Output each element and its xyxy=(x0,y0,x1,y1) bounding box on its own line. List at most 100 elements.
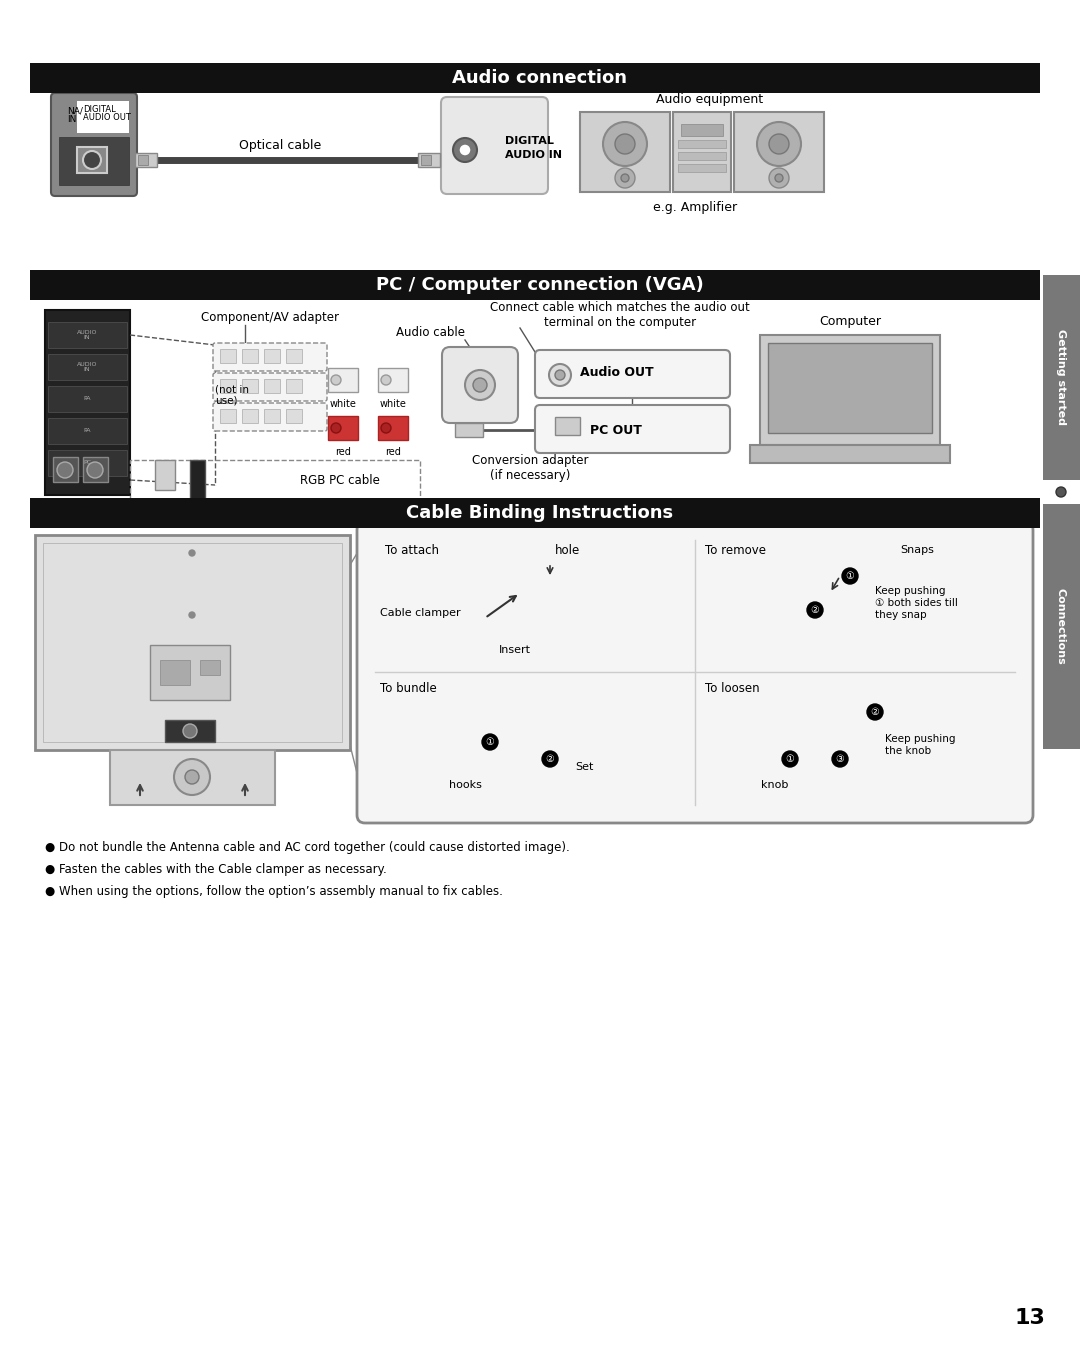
Circle shape xyxy=(83,151,102,170)
Text: Cable Binding Instructions: Cable Binding Instructions xyxy=(406,503,674,522)
FancyBboxPatch shape xyxy=(357,522,1032,822)
Circle shape xyxy=(842,569,858,584)
Circle shape xyxy=(189,550,195,556)
Bar xyxy=(30,498,1040,528)
Text: DIGITAL: DIGITAL xyxy=(83,104,116,114)
Bar xyxy=(378,417,408,440)
Text: AUDIO
IN: AUDIO IN xyxy=(77,361,97,372)
Circle shape xyxy=(615,168,635,189)
Text: Optical cable: Optical cable xyxy=(239,138,321,152)
Text: Insert: Insert xyxy=(499,645,531,655)
Text: (not in
use): (not in use) xyxy=(215,384,249,406)
Bar xyxy=(220,408,237,423)
Text: Connect cable which matches the audio out
terminal on the computer: Connect cable which matches the audio ou… xyxy=(490,301,750,328)
Bar xyxy=(48,451,127,476)
Bar xyxy=(190,460,205,499)
FancyBboxPatch shape xyxy=(213,343,327,370)
Text: Conversion adapter
(if necessary): Conversion adapter (if necessary) xyxy=(472,455,589,482)
Circle shape xyxy=(174,759,210,795)
Circle shape xyxy=(603,122,647,166)
Text: Connections: Connections xyxy=(1056,588,1066,665)
Text: hooks: hooks xyxy=(448,780,482,790)
FancyBboxPatch shape xyxy=(535,350,730,398)
Bar xyxy=(678,152,726,160)
Text: ①: ① xyxy=(785,754,795,764)
Bar xyxy=(59,137,129,185)
Text: Audio OUT: Audio OUT xyxy=(580,365,653,379)
Circle shape xyxy=(465,370,495,400)
Bar xyxy=(220,379,237,394)
Bar xyxy=(580,113,670,191)
Bar xyxy=(200,660,220,674)
Text: To attach: To attach xyxy=(384,544,438,556)
Text: red: red xyxy=(335,446,351,457)
Text: Cable clamper: Cable clamper xyxy=(380,608,461,617)
FancyBboxPatch shape xyxy=(535,404,730,453)
Circle shape xyxy=(57,461,73,478)
Circle shape xyxy=(782,750,798,767)
Circle shape xyxy=(453,138,477,161)
Bar xyxy=(43,543,342,742)
Text: Snaps: Snaps xyxy=(900,546,934,555)
Text: To bundle: To bundle xyxy=(380,683,436,696)
Bar xyxy=(242,379,258,394)
Bar xyxy=(681,123,723,136)
Circle shape xyxy=(549,364,571,385)
Text: DIGITAL: DIGITAL xyxy=(505,136,554,147)
Circle shape xyxy=(189,612,195,617)
Bar xyxy=(264,379,280,394)
Bar xyxy=(760,335,940,445)
Circle shape xyxy=(867,704,883,721)
Circle shape xyxy=(87,461,103,478)
Circle shape xyxy=(482,734,498,750)
FancyBboxPatch shape xyxy=(213,403,327,432)
Text: AUDIO
IN: AUDIO IN xyxy=(77,330,97,341)
Circle shape xyxy=(621,174,629,182)
Circle shape xyxy=(459,144,471,156)
Text: PC OUT: PC OUT xyxy=(590,423,642,437)
Text: ②: ② xyxy=(811,605,820,615)
Bar xyxy=(421,155,431,166)
Bar xyxy=(48,385,127,413)
Bar xyxy=(165,721,215,742)
Text: PC / Computer connection (VGA): PC / Computer connection (VGA) xyxy=(376,275,704,294)
Text: PA: PA xyxy=(83,396,91,402)
Text: ①: ① xyxy=(846,571,854,581)
Bar xyxy=(455,423,483,437)
Bar xyxy=(264,349,280,364)
Circle shape xyxy=(381,423,391,433)
Text: Audio equipment: Audio equipment xyxy=(657,94,764,106)
Circle shape xyxy=(183,725,197,738)
Text: PA: PA xyxy=(83,429,91,433)
Text: hole: hole xyxy=(555,544,580,556)
Text: Computer: Computer xyxy=(819,315,881,327)
Bar xyxy=(45,309,130,495)
Text: ● Fasten the cables with the Cable clamper as necessary.: ● Fasten the cables with the Cable clamp… xyxy=(45,863,387,877)
Bar xyxy=(77,100,129,133)
Text: ②: ② xyxy=(545,754,554,764)
Circle shape xyxy=(757,122,801,166)
Text: PC: PC xyxy=(83,460,91,465)
Bar xyxy=(678,140,726,148)
Bar xyxy=(555,417,580,436)
Bar xyxy=(286,349,302,364)
Circle shape xyxy=(775,174,783,182)
Text: RGB PC cable: RGB PC cable xyxy=(300,474,380,487)
Bar xyxy=(286,379,302,394)
Text: Keep pushing
① both sides till
they snap: Keep pushing ① both sides till they snap xyxy=(875,586,958,620)
Bar xyxy=(48,418,127,444)
Bar xyxy=(30,62,1040,94)
Bar xyxy=(83,457,108,482)
Circle shape xyxy=(615,134,635,153)
Text: Audio cable: Audio cable xyxy=(395,327,464,339)
Bar xyxy=(328,417,357,440)
Bar xyxy=(77,147,107,172)
Text: ● When using the options, follow the option’s assembly manual to fix cables.: ● When using the options, follow the opt… xyxy=(45,886,503,898)
Circle shape xyxy=(330,423,341,433)
Text: AUDIO IN: AUDIO IN xyxy=(505,151,562,160)
Bar xyxy=(135,153,157,167)
Text: NA/: NA/ xyxy=(67,106,83,115)
Text: To remove: To remove xyxy=(705,544,766,556)
Text: AUDIO OUT: AUDIO OUT xyxy=(83,114,131,122)
Circle shape xyxy=(769,168,789,189)
